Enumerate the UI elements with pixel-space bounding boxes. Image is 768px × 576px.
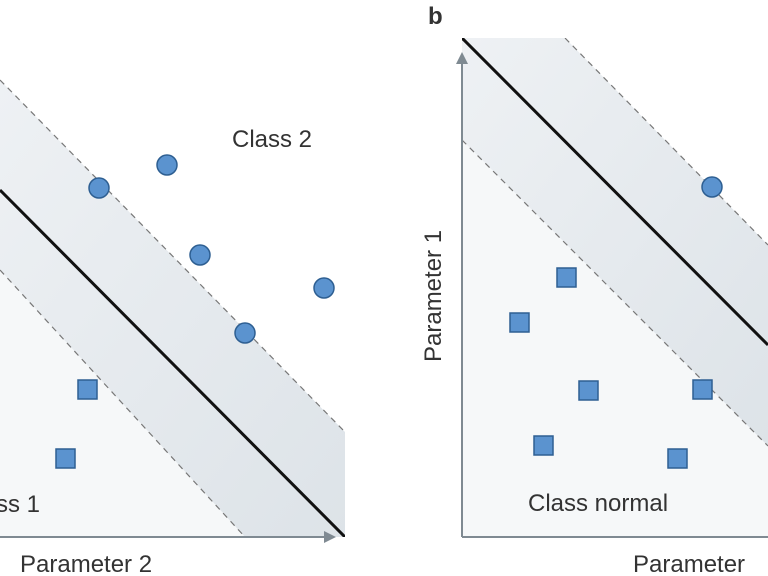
panel-a-upper-margin [0, 79, 345, 433]
panel-a-x-axis-arrow [324, 531, 336, 543]
panel-b-upper-margin [564, 38, 768, 246]
panel-b-decision-boundary [462, 38, 768, 347]
panel-b-normal-point [509, 312, 530, 333]
panel-a-class2-point [88, 177, 110, 199]
panel-a-class2-point [313, 277, 335, 299]
panel-b-y-axis-label: Parameter 1 [420, 230, 447, 362]
panel-a-class-bottom-label: ss 1 [0, 491, 40, 518]
panel-a-class1-point [77, 379, 98, 400]
panel-a-class-top-label: Class 2 [232, 126, 312, 153]
panel-b-normal-point [578, 380, 599, 401]
panel-a-class1-point [55, 448, 76, 469]
panel-b-normal-point [533, 435, 554, 456]
panel-b-normal-point [692, 379, 713, 400]
panel-a: Class 2 ss 1 Parameter 2 [0, 79, 345, 576]
panel-b-normal-point [556, 267, 577, 288]
panel-a-class2-point [234, 322, 256, 344]
panel-b-x-axis-label: Parameter [633, 551, 745, 576]
panel-a-class2-point [189, 244, 211, 266]
panel-b-class-point [701, 176, 723, 198]
panel-b-class-bottom-label: Class normal [528, 490, 668, 517]
panel-a-decision-boundary [0, 188, 345, 537]
panel-a-x-axis-label: Parameter 2 [20, 551, 152, 576]
panel-b: b Class normal Parameter 1 Parameter [420, 3, 768, 576]
panel-a-lower-margin [0, 269, 246, 537]
panel-b-letter: b [428, 3, 443, 30]
panel-b-normal-point [667, 448, 688, 469]
panel-b-y-axis-arrow [456, 52, 468, 64]
panel-b-margin-band [462, 38, 768, 446]
panel-a-margin-band [0, 80, 345, 537]
panel-a-class2-point [156, 154, 178, 176]
